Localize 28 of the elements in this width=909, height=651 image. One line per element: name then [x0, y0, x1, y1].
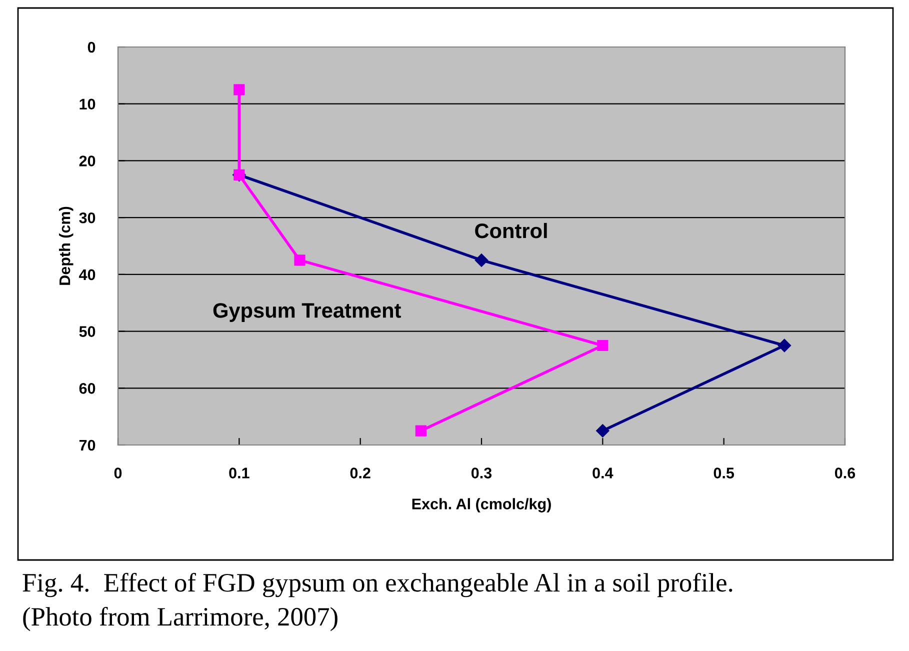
- x-tick-label: 0.5: [714, 468, 734, 478]
- y-tick-label: 40: [79, 269, 96, 280]
- point: [294, 254, 306, 266]
- series-label: Gypsum Treatment: [213, 303, 401, 322]
- caption: Fig. 4. Effect of FGD gypsum on exchangeable Al in a soil profile.: [22, 572, 732, 598]
- x-tick-label: 0.6: [834, 468, 856, 478]
- y-tick-label: 10: [80, 98, 96, 110]
- y-tick-label: 50: [79, 326, 96, 337]
- x-tick-label: 0.4: [592, 468, 614, 478]
- y-tick-label: 30: [79, 212, 96, 224]
- y-tick-label: 20: [79, 156, 96, 166]
- text: (Photo from Larrimore, 2007): [23, 606, 338, 632]
- y-axis-title: Depth (cm): [58, 206, 74, 285]
- series-label: Control: [475, 222, 547, 238]
- point: [234, 84, 245, 96]
- point: [597, 340, 608, 352]
- x-tick-label: 0: [114, 468, 122, 478]
- point: [778, 338, 792, 352]
- point: [596, 424, 610, 438]
- x-tick-label: 0.3: [471, 468, 492, 478]
- y-tick-label: 70: [79, 440, 96, 451]
- x-axis-title: Exch. Al (cmolc/kg): [412, 498, 551, 512]
- x-tick-label: 0.1: [229, 468, 250, 478]
- x-tick-label: 0.2: [350, 468, 370, 478]
- y-tick-label: 0: [88, 42, 96, 53]
- point: [415, 425, 426, 436]
- point: [474, 254, 488, 267]
- y-tick-label: 60: [79, 383, 96, 394]
